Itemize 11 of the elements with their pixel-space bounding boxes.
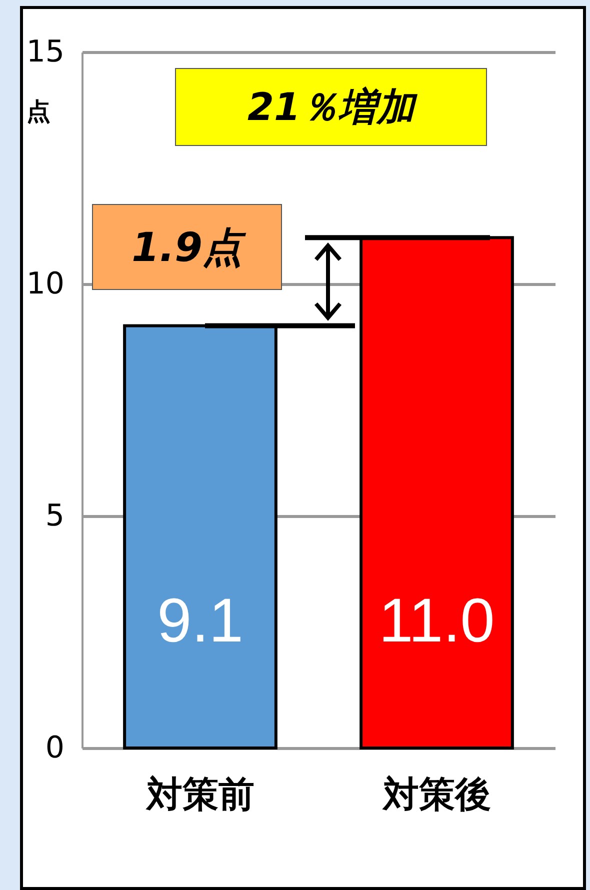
y-axis-title: 点 <box>26 98 50 126</box>
data-label: 11.0 <box>378 586 495 656</box>
y-tick-label: 5 <box>45 498 64 534</box>
x-tick-label: 対策前 <box>145 774 254 816</box>
y-tick-label: 0 <box>45 730 64 766</box>
y-tick-label: 15 <box>26 34 64 70</box>
callout-box: 21％増加 <box>175 68 487 146</box>
y-tick-label: 10 <box>26 266 64 302</box>
data-label: 9.1 <box>157 586 244 656</box>
x-tick-label: 対策後 <box>382 774 491 816</box>
callout-box: 1.9点 <box>92 204 282 290</box>
